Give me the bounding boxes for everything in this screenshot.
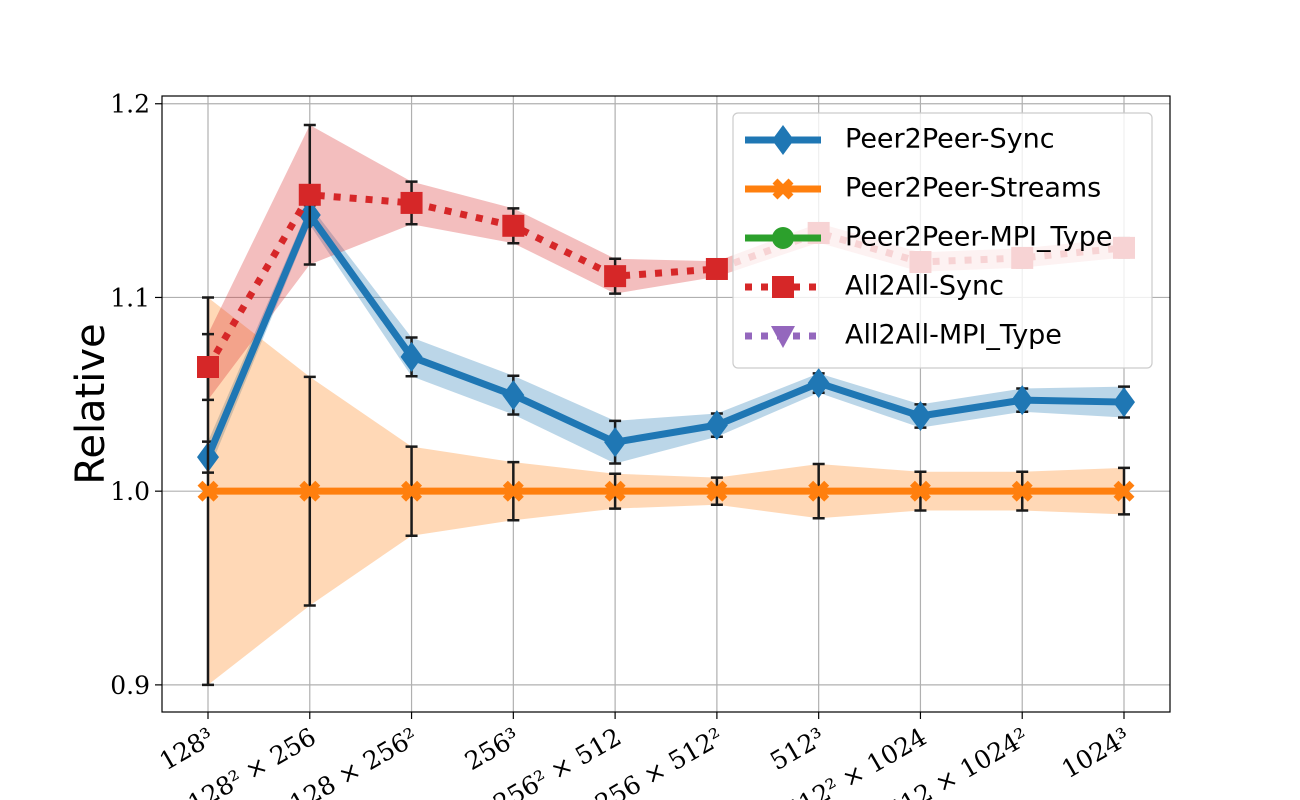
marker — [502, 480, 524, 502]
marker — [909, 480, 931, 502]
legend-label: Peer2Peer-Sync — [845, 124, 1055, 155]
marker — [298, 183, 321, 206]
marker — [706, 480, 728, 502]
plot-frame — [161, 95, 1171, 713]
x-tick-label: 128³ — [154, 722, 219, 776]
y-tick-label: 1.2 — [110, 90, 150, 119]
marker — [502, 380, 525, 411]
marker — [705, 410, 728, 441]
marker — [604, 427, 627, 458]
series-line — [204, 211, 1125, 459]
marker — [400, 191, 423, 214]
legend-box — [732, 112, 1153, 369]
x-tick-label: 256³ — [460, 722, 525, 776]
y-axis-label: Relative — [68, 323, 114, 484]
marker — [807, 368, 830, 399]
marker — [197, 356, 219, 379]
marker — [771, 326, 795, 348]
marker — [604, 480, 626, 502]
marker — [299, 480, 321, 502]
marker — [604, 265, 627, 288]
marker — [909, 401, 932, 432]
y-tick-label: 0.9 — [110, 671, 150, 700]
marker — [772, 178, 794, 200]
error-band — [208, 125, 1124, 400]
x-tick-label: 512³ — [765, 722, 830, 776]
marker — [772, 227, 794, 249]
legend-label: Peer2Peer-Streams — [845, 173, 1101, 204]
marker — [1011, 385, 1034, 416]
marker — [772, 125, 794, 155]
marker — [808, 480, 830, 502]
legend: Peer2Peer-Sync Peer2Peer-Streams Peer2Peer… — [732, 112, 1153, 369]
y-tick-label: 1.0 — [110, 477, 150, 506]
marker — [1113, 480, 1135, 502]
legend-label: Peer2Peer-MPI_Type — [845, 222, 1113, 253]
marker — [197, 480, 219, 502]
marker — [1113, 387, 1135, 418]
marker — [400, 341, 423, 372]
marker — [705, 257, 728, 280]
marker — [502, 214, 525, 237]
y-tick-label: 1.1 — [110, 283, 150, 312]
marker — [401, 480, 423, 502]
marker — [1011, 480, 1033, 502]
legend-label: All2All-Sync — [845, 271, 1004, 302]
x-tick-label: 1024³ — [1057, 722, 1135, 784]
marker — [772, 276, 794, 298]
legend-label: All2All-MPI_Type — [845, 320, 1062, 351]
